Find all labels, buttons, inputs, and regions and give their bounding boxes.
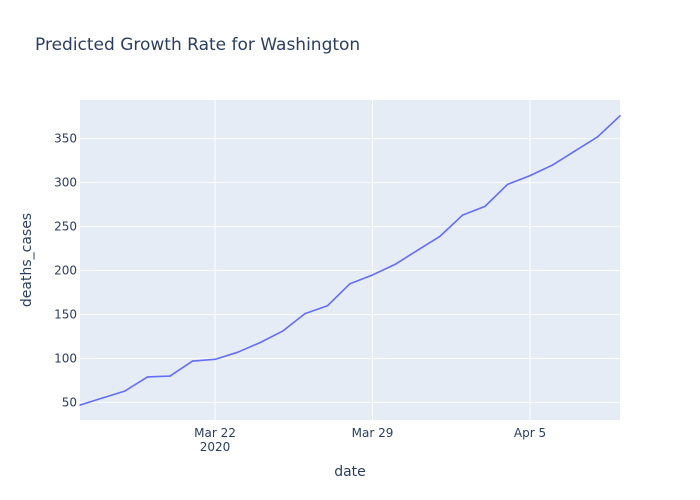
data-point bbox=[529, 174, 531, 177]
y-tick-label: 50 bbox=[62, 395, 77, 409]
data-point bbox=[551, 164, 554, 166]
y-tick-label: 250 bbox=[54, 220, 77, 234]
y-tick-label: 350 bbox=[54, 132, 77, 146]
data-point bbox=[461, 214, 464, 216]
x-tick-label: Apr 5 bbox=[514, 426, 546, 440]
x-tick-label: Mar 29 bbox=[352, 426, 394, 440]
data-point bbox=[439, 235, 441, 238]
data-point bbox=[326, 304, 329, 307]
data-point bbox=[596, 136, 599, 138]
data-point bbox=[214, 358, 216, 361]
y-tick-label: 200 bbox=[54, 264, 77, 278]
data-point bbox=[169, 375, 171, 377]
data-point bbox=[371, 274, 374, 276]
x-axis-title: date bbox=[334, 464, 366, 480]
data-point bbox=[101, 397, 104, 399]
y-tick-label: 100 bbox=[54, 351, 77, 365]
y-tick-label: 150 bbox=[54, 308, 77, 322]
data-point bbox=[259, 341, 261, 344]
y-axis-title: deaths_cases bbox=[19, 213, 35, 307]
chart-title: Predicted Growth Rate for Washington bbox=[35, 35, 360, 55]
y-tick-label: 300 bbox=[54, 176, 77, 190]
data-point bbox=[484, 205, 486, 208]
x-tick-year-label: 2020 bbox=[200, 440, 231, 454]
data-point bbox=[124, 390, 126, 392]
plot-area bbox=[80, 100, 620, 420]
data-point bbox=[574, 150, 576, 152]
data-point bbox=[619, 115, 621, 117]
data-point bbox=[146, 376, 149, 378]
data-point bbox=[281, 330, 284, 333]
data-point bbox=[349, 282, 351, 285]
grid-lines bbox=[80, 100, 620, 420]
data-point bbox=[304, 312, 306, 315]
data-point bbox=[191, 360, 194, 362]
series-layer bbox=[79, 115, 621, 406]
data-point bbox=[79, 404, 81, 406]
y-tick-labels: 50 100 150 200 250 300 350 bbox=[54, 132, 77, 410]
data-point bbox=[394, 263, 396, 266]
data-point bbox=[506, 183, 509, 186]
data-point bbox=[236, 351, 239, 354]
x-tick-label: Mar 22 bbox=[194, 426, 236, 440]
data-point bbox=[416, 249, 419, 252]
